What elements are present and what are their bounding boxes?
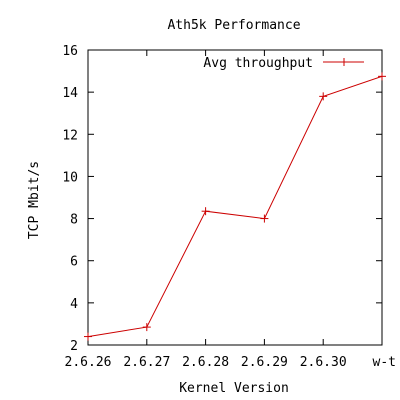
data-point xyxy=(319,92,328,101)
y-axis: 2 4 6 8 10 12 14 16 xyxy=(62,44,382,354)
x-tick-label: 2.6.30 xyxy=(300,355,347,370)
y-tick-label: 4 xyxy=(70,297,78,312)
x-tick-label: 2.6.28 xyxy=(182,355,229,370)
y-tick-label: 6 xyxy=(70,255,78,270)
data-point xyxy=(142,323,151,332)
y-tick-label: 16 xyxy=(62,44,78,59)
plot-frame xyxy=(87,49,383,346)
x-tick-label: 2.6.26 xyxy=(65,355,112,370)
x-axis: 2.6.26 2.6.27 2.6.28 2.6.29 2.6.30 w-t xyxy=(65,50,396,370)
data-point xyxy=(260,214,269,223)
x-tick-label: 2.6.27 xyxy=(123,355,170,370)
chart-title: Ath5k Performance xyxy=(167,18,300,33)
y-tick-label: 10 xyxy=(62,170,78,185)
x-tick-label: w-t xyxy=(373,355,396,370)
y-tick-label: 8 xyxy=(70,213,78,228)
series-layer xyxy=(84,72,386,341)
y-tick-label: 12 xyxy=(62,128,78,143)
data-point xyxy=(378,72,386,81)
data-point xyxy=(84,332,92,341)
legend-label: Avg throughput xyxy=(203,56,313,71)
y-axis-label: TCP Mbit/s xyxy=(27,161,42,239)
x-axis-label: Kernel Version xyxy=(179,381,289,396)
y-tick-label: 2 xyxy=(70,339,78,354)
series-line xyxy=(87,75,383,338)
x-tick-label: 2.6.29 xyxy=(241,355,288,370)
y-tick-label: 14 xyxy=(62,86,78,101)
data-point xyxy=(201,207,210,216)
legend: Avg throughput xyxy=(203,56,364,71)
